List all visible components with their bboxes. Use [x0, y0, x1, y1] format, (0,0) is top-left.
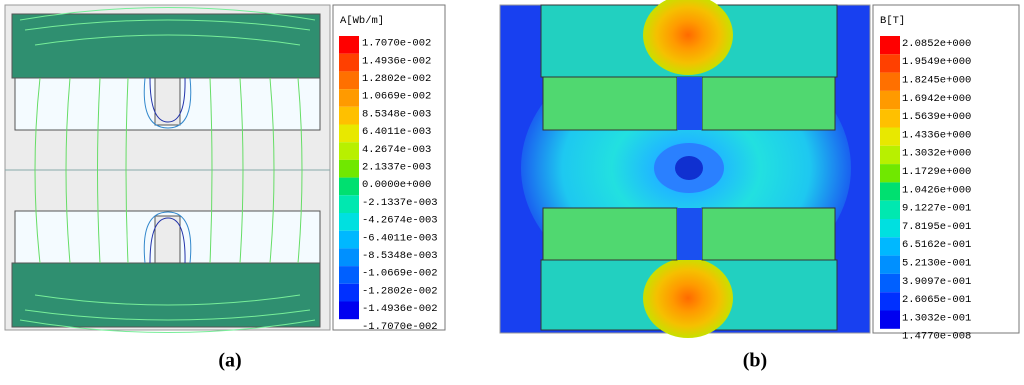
legend-label: 1.3032e+000	[902, 148, 971, 160]
legend-label: 1.0426e+000	[902, 184, 971, 196]
legend-swatch	[339, 142, 359, 160]
legend-swatch	[339, 106, 359, 125]
legend-swatch	[339, 159, 359, 178]
legend-label: 6.4011e-003	[362, 126, 431, 138]
legend-label: 2.0852e+000	[902, 38, 971, 50]
legend-label: 0.0000e+000	[362, 179, 431, 191]
legend-label: 1.4336e+000	[902, 129, 971, 141]
legend-swatch	[880, 145, 900, 165]
legend-swatch	[339, 195, 359, 213]
legend-label: 1.4936e-002	[362, 55, 431, 67]
legend-label: 1.0669e-002	[362, 91, 431, 103]
legend-a: A[Wb/m] 1.7070e-002 1.4936e-002 1.2802e-00…	[332, 4, 446, 333]
panel-label: (b)	[743, 350, 767, 372]
legend-swatch	[880, 292, 900, 311]
legend-swatch	[339, 266, 359, 284]
legend-swatch	[880, 310, 900, 329]
legend-label: 1.7070e-002	[362, 38, 431, 50]
legend-swatch	[339, 283, 359, 302]
legend-swatch	[339, 53, 359, 72]
legend-swatch	[339, 230, 359, 249]
legend-label: 1.3032e-001	[902, 312, 971, 324]
legend-swatch	[880, 182, 900, 201]
legend-swatch	[880, 273, 900, 293]
legend-title: B[T]	[880, 15, 905, 27]
legend-swatch	[339, 89, 359, 107]
legend-swatch	[880, 255, 900, 274]
plot-a	[4, 4, 331, 333]
legend-label: -6.4011e-003	[362, 232, 438, 244]
legend-label: 1.5639e+000	[902, 111, 971, 123]
legend-label: 3.9097e-001	[902, 276, 971, 288]
legend-label: 1.1729e+000	[902, 166, 971, 178]
legend-swatch	[880, 54, 900, 73]
legend-label: 1.8245e+000	[902, 75, 971, 87]
legend-label: -4.2674e-003	[362, 215, 438, 227]
legend-swatch	[339, 301, 359, 320]
legend-label: 8.5348e-003	[362, 108, 431, 120]
legend-label: 5.2130e-001	[902, 258, 971, 270]
legend-swatch	[880, 219, 900, 238]
legend-label: -1.0669e-002	[362, 268, 438, 280]
legend-swatch	[880, 237, 900, 256]
legend-label: 2.6065e-001	[902, 294, 971, 306]
legend-swatch	[339, 124, 359, 143]
legend-label: 1.2802e-002	[362, 73, 431, 85]
legend-label: -1.7070e-002	[362, 321, 438, 333]
legend-swatch	[339, 71, 359, 90]
legend-label: 1.4770e-008	[902, 331, 971, 343]
legend-label: 4.2674e-003	[362, 144, 431, 156]
legend-swatch	[339, 177, 359, 196]
legend-label: 1.6942e+000	[902, 93, 971, 105]
legend-swatch	[880, 127, 900, 146]
legend-swatch	[339, 248, 359, 267]
legend-label: 2.1337e-003	[362, 162, 431, 174]
legend-label: 7.8195e-001	[902, 221, 971, 233]
legend-swatch	[880, 164, 900, 183]
legend-label: -2.1337e-003	[362, 197, 438, 209]
legend-swatch	[880, 90, 900, 110]
legend-label: -1.4936e-002	[362, 303, 438, 315]
legend-label: -8.5348e-003	[362, 250, 438, 262]
legend-swatch	[880, 72, 900, 91]
legend-label: -1.2802e-002	[362, 285, 438, 297]
legend-swatch	[339, 36, 359, 54]
legend-swatch	[880, 36, 900, 55]
legend-label: 6.5162e-001	[902, 239, 971, 251]
legend-label: 1.9549e+000	[902, 56, 971, 68]
legend-swatch	[880, 200, 900, 219]
legend-swatch	[880, 109, 900, 128]
panel-label: (a)	[218, 350, 241, 372]
legend-swatch	[339, 213, 359, 231]
legend-label: 9.1227e-001	[902, 203, 971, 215]
legend-title: A[Wb/m]	[340, 15, 384, 27]
plot-b	[499, 0, 871, 338]
legend-b: B[T] 2.0852e+000 1.9549e+000 1.8245e+000 1.…	[872, 4, 1020, 343]
